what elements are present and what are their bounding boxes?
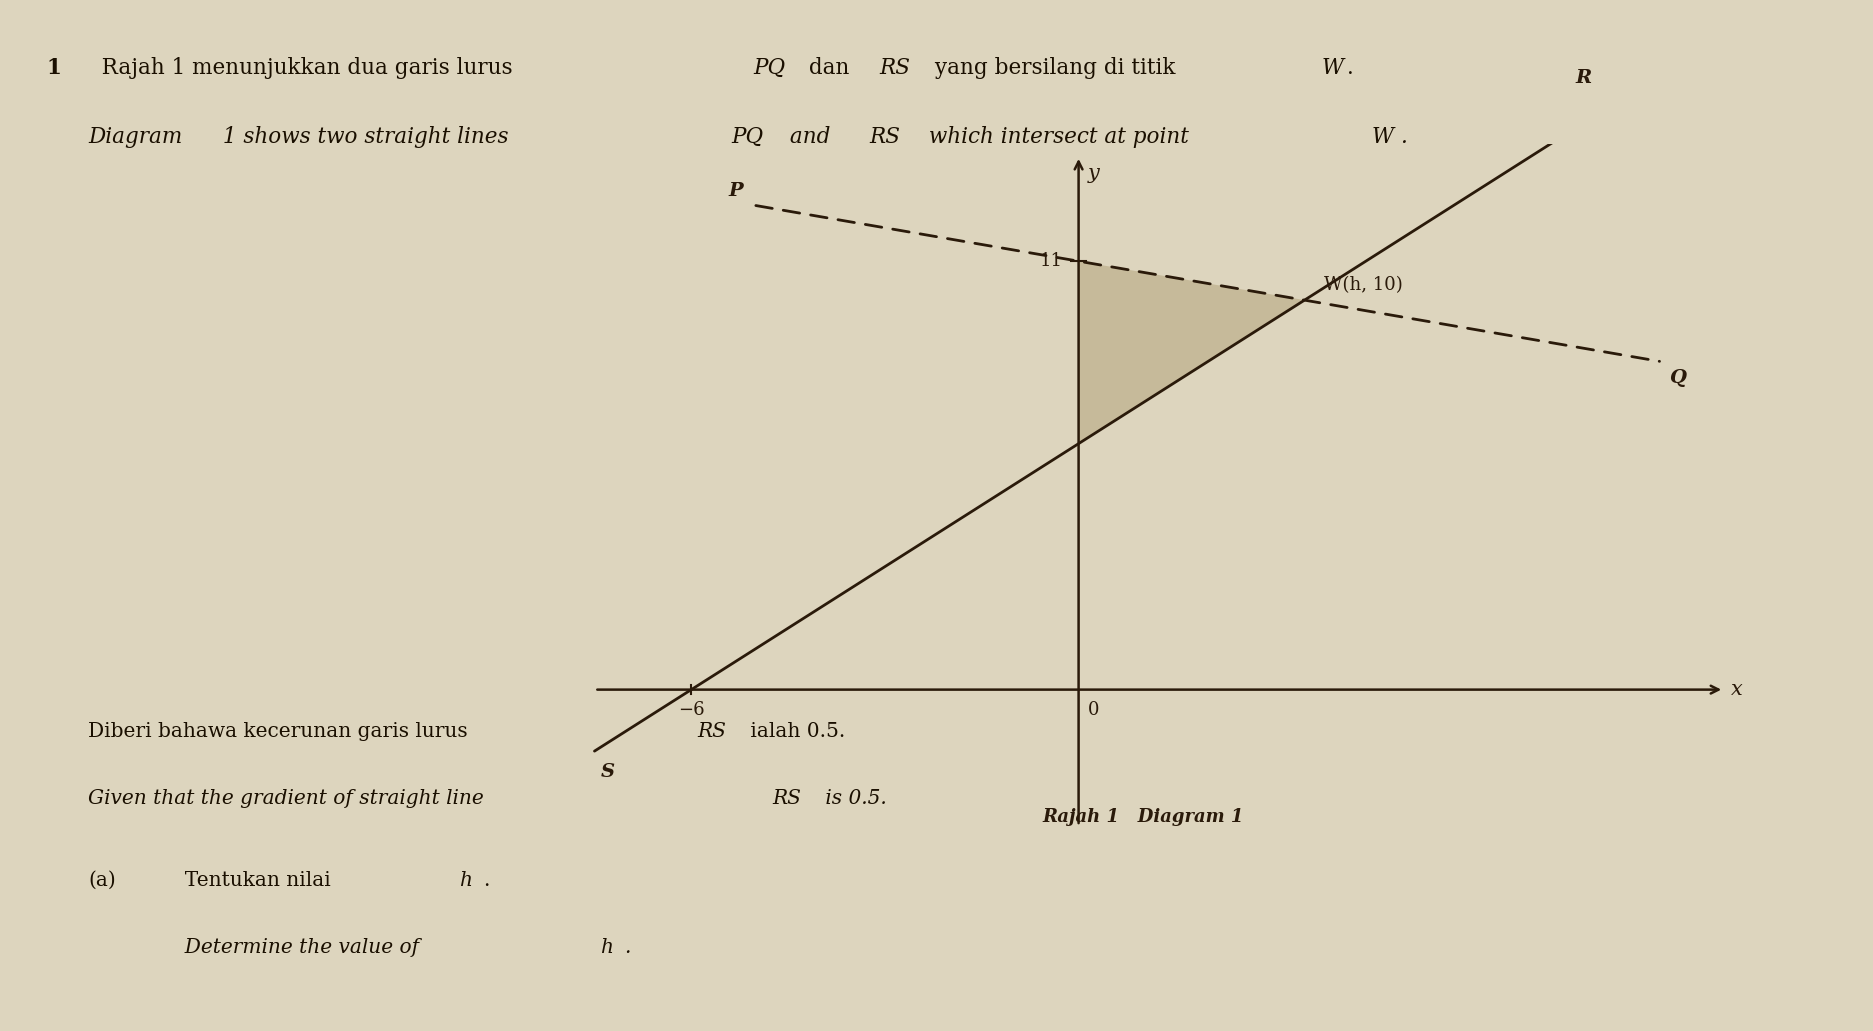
Text: R: R bbox=[1575, 69, 1590, 88]
Text: P: P bbox=[729, 181, 742, 200]
Text: Q: Q bbox=[1669, 369, 1686, 387]
Text: ialah 0.5.: ialah 0.5. bbox=[744, 722, 845, 740]
Text: .: . bbox=[1399, 126, 1407, 147]
Text: −6: −6 bbox=[678, 701, 704, 720]
Text: Rajah 1 menunjukkan dua garis lurus: Rajah 1 menunjukkan dua garis lurus bbox=[88, 57, 519, 78]
Text: 0: 0 bbox=[1088, 701, 1099, 720]
Text: .: . bbox=[624, 938, 629, 957]
Text: and: and bbox=[783, 126, 837, 147]
Text: y: y bbox=[1088, 164, 1099, 182]
Text: RS: RS bbox=[772, 789, 800, 807]
Text: yang bersilang di titik: yang bersilang di titik bbox=[927, 57, 1182, 78]
Text: which intersect at point: which intersect at point bbox=[922, 126, 1195, 147]
Text: .: . bbox=[483, 871, 489, 890]
Text: PQ: PQ bbox=[730, 126, 762, 147]
Text: .: . bbox=[1347, 57, 1354, 78]
Text: Determine the value of: Determine the value of bbox=[172, 938, 425, 957]
Text: RS: RS bbox=[697, 722, 725, 740]
Text: h: h bbox=[599, 938, 612, 957]
Text: W(h, 10): W(h, 10) bbox=[1322, 276, 1401, 294]
Text: Given that the gradient of straight line: Given that the gradient of straight line bbox=[88, 789, 491, 807]
Text: 1: 1 bbox=[47, 57, 62, 78]
Text: Diagram: Diagram bbox=[88, 126, 182, 147]
Text: h: h bbox=[459, 871, 472, 890]
Text: RS: RS bbox=[869, 126, 901, 147]
Text: Diberi bahawa kecerunan garis lurus: Diberi bahawa kecerunan garis lurus bbox=[88, 722, 474, 740]
Text: 1 shows two straight lines: 1 shows two straight lines bbox=[215, 126, 515, 147]
Text: (a): (a) bbox=[88, 871, 116, 890]
Text: Rajah 1   Diagram 1: Rajah 1 Diagram 1 bbox=[1041, 808, 1244, 826]
Text: dan: dan bbox=[802, 57, 856, 78]
Text: is 0.5.: is 0.5. bbox=[819, 789, 886, 807]
Polygon shape bbox=[1079, 261, 1304, 443]
Text: W: W bbox=[1371, 126, 1394, 147]
Text: Tentukan nilai: Tentukan nilai bbox=[172, 871, 337, 890]
Text: S: S bbox=[601, 763, 614, 780]
Text: W: W bbox=[1320, 57, 1343, 78]
Text: RS: RS bbox=[878, 57, 910, 78]
Text: x: x bbox=[1729, 680, 1742, 699]
Text: PQ: PQ bbox=[753, 57, 785, 78]
Text: 11: 11 bbox=[1040, 253, 1062, 270]
